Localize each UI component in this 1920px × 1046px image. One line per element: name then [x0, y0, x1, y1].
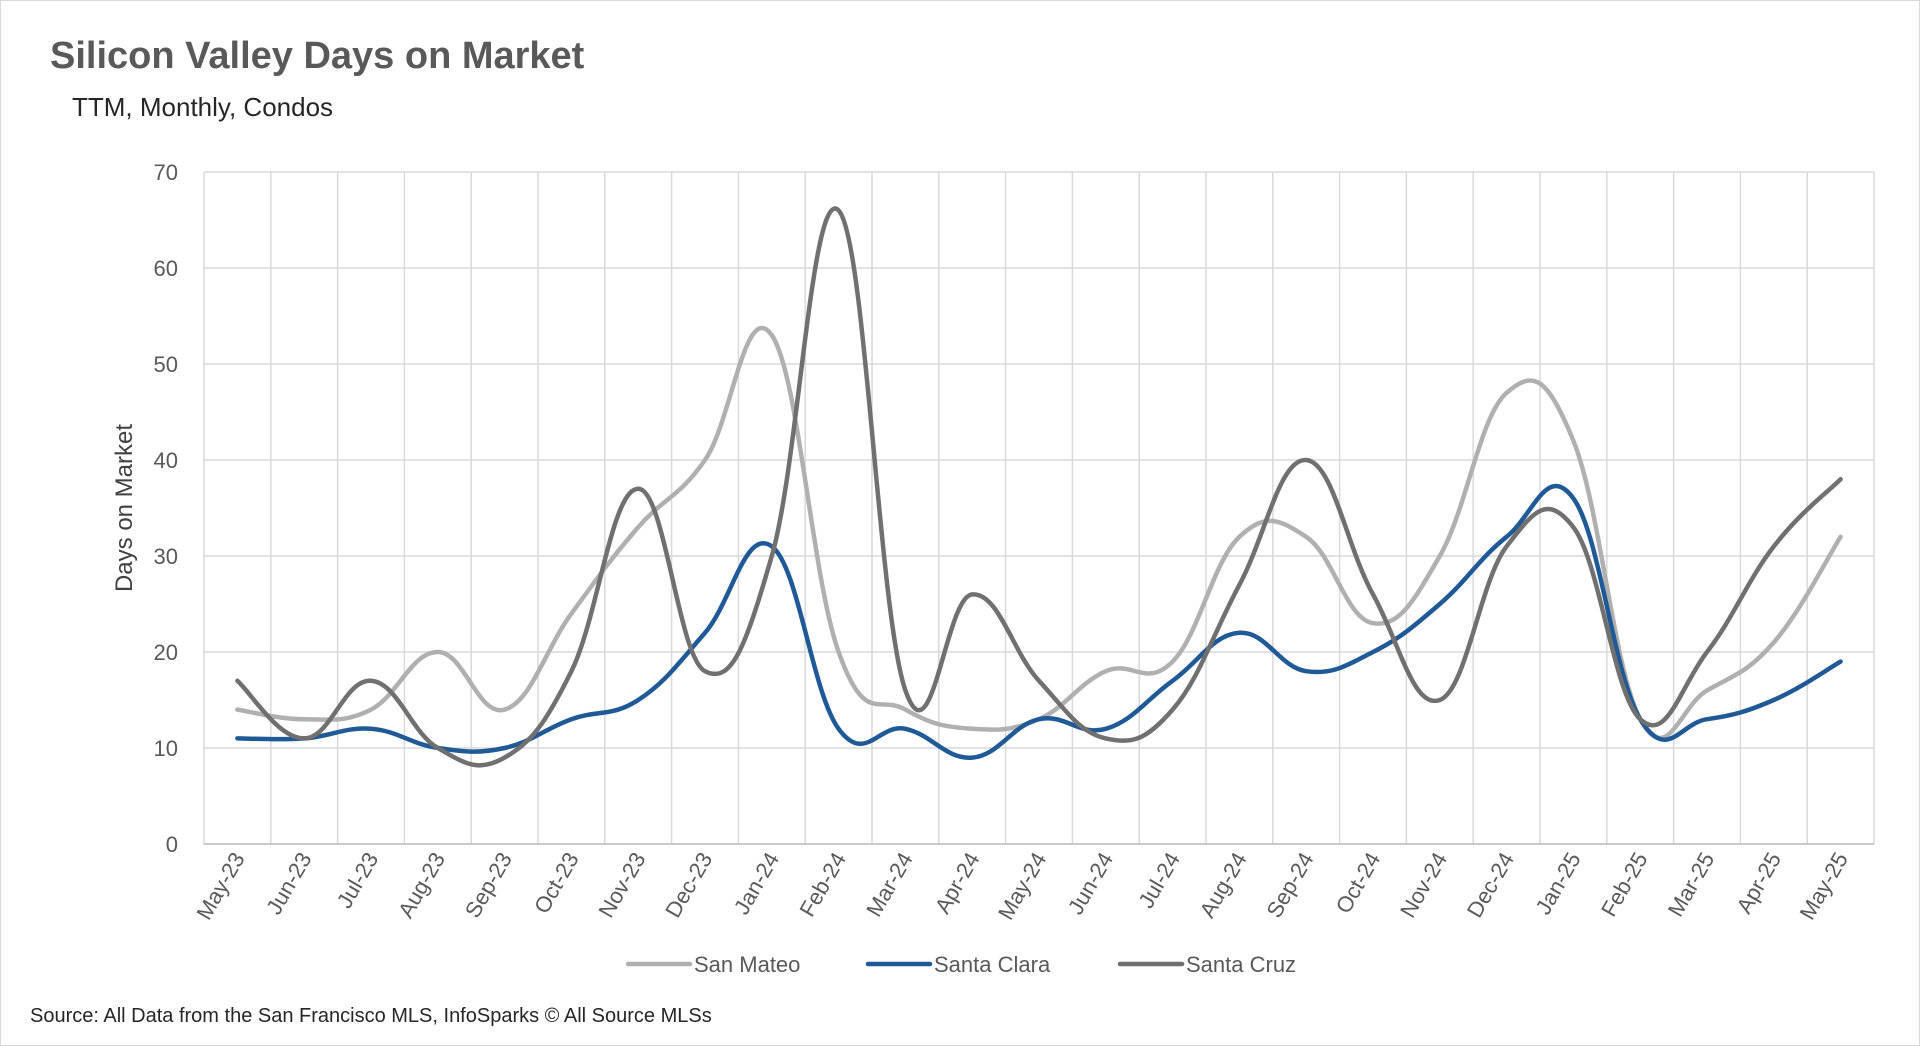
- legend-label-san-mateo: San Mateo: [694, 952, 800, 977]
- x-tick-label: Apr-24: [930, 848, 985, 918]
- x-tick-label: Aug-23: [393, 848, 450, 922]
- x-tick-label: Sep-23: [460, 848, 517, 922]
- y-tick-label: 0: [166, 832, 178, 857]
- x-tick-label: Jun-24: [1063, 848, 1118, 919]
- x-tick-label: Dec-24: [1462, 848, 1519, 922]
- legend-label-santa-cruz: Santa Cruz: [1186, 952, 1296, 977]
- x-axis-ticks: May-23 Jun-23 Jul-23 Aug-23 Sep-23 Oct-23 Nov-…: [191, 848, 1853, 924]
- y-tick-label: 60: [154, 256, 178, 281]
- y-axis-label: Days on Market: [111, 424, 138, 592]
- x-tick-label: Jan-25: [1530, 848, 1585, 919]
- x-tick-label: May-24: [993, 848, 1051, 924]
- x-tick-label: Oct-23: [529, 848, 584, 918]
- x-tick-label: Mar-25: [1663, 848, 1719, 921]
- chart-subtitle: TTM, Monthly, Condos: [72, 92, 333, 122]
- x-tick-label: Nov-24: [1395, 848, 1452, 922]
- x-tick-label: Nov-23: [593, 848, 650, 922]
- y-tick-label: 10: [154, 736, 178, 761]
- legend: San Mateo Santa Clara Santa Cruz: [625, 952, 1296, 977]
- y-axis-ticks: 0 10 20 30 40 50 60 70: [154, 160, 178, 857]
- series-line-santa-clara: [235, 483, 1843, 760]
- series-line-san-mateo: [235, 325, 1843, 741]
- x-tick-label: Sep-24: [1261, 848, 1318, 922]
- legend-label-santa-clara: Santa Clara: [934, 952, 1051, 977]
- y-tick-label: 40: [154, 448, 178, 473]
- y-tick-label: 70: [154, 160, 178, 185]
- x-tick-label: Mar-24: [861, 848, 917, 921]
- source-note: Source: All Data from the San Francisco …: [30, 1005, 712, 1027]
- x-tick-label: Dec-23: [660, 848, 717, 922]
- x-tick-label: Feb-24: [794, 848, 851, 921]
- x-tick-label: Jul-23: [332, 848, 384, 912]
- y-tick-label: 50: [154, 352, 178, 377]
- x-tick-label: May-23: [191, 848, 249, 924]
- x-tick-label: Jul-24: [1133, 848, 1185, 912]
- x-tick-label: Apr-25: [1731, 848, 1786, 918]
- x-tick-label: Oct-24: [1331, 848, 1386, 918]
- x-tick-label: May-25: [1795, 848, 1853, 924]
- y-tick-label: 30: [154, 544, 178, 569]
- series-line-santa-cruz: [235, 206, 1843, 768]
- x-tick-label: Jan-24: [729, 848, 784, 919]
- x-tick-label: Aug-24: [1195, 848, 1252, 922]
- y-tick-label: 20: [154, 640, 178, 665]
- x-tick-label: Feb-25: [1596, 848, 1653, 921]
- series-lines: [235, 206, 1843, 768]
- x-tick-label: Jun-23: [261, 848, 316, 919]
- grid: [203, 171, 1875, 845]
- chart-title: Silicon Valley Days on Market: [50, 35, 585, 77]
